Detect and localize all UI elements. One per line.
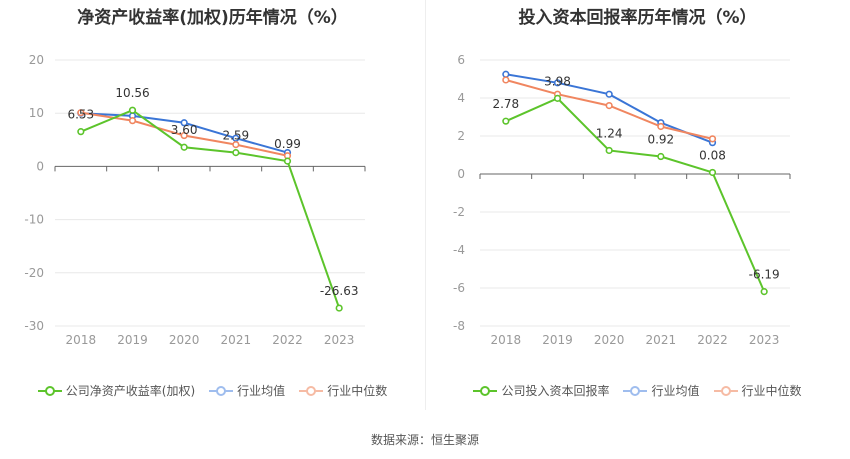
data-point-industry-median[interactable]	[128, 117, 137, 125]
data-source-note: 数据来源：恒生聚源	[370, 433, 479, 447]
roic-chart-panel: 投入资本回报率历年情况（%） 6 4 2 0 -2 -4 -6 -8 2018 2019 2020 2…	[425, 0, 850, 410]
data-label: -6.19	[749, 268, 780, 282]
legend-industry-avg[interactable]: 行业均值	[209, 382, 285, 399]
legend-median-line-icon	[299, 385, 324, 396]
data-point-company[interactable]	[553, 94, 562, 102]
x-tick-label: 2022	[272, 333, 303, 347]
data-point-industry-avg[interactable]	[605, 90, 613, 98]
data-label: 3.98	[544, 74, 571, 88]
legend-industry-median[interactable]: 行业中位数	[713, 382, 802, 399]
legend-median-label: 行业中位数	[741, 384, 802, 398]
data-point-company[interactable]	[180, 143, 188, 151]
data-point-industry-median[interactable]	[232, 140, 240, 149]
x-tick-label: 2022	[697, 333, 728, 347]
data-point-company[interactable]	[283, 157, 292, 165]
data-label: 1.24	[596, 126, 623, 140]
legend-company-label: 公司净资产收益率(加权)	[65, 384, 196, 398]
x-tick-label: 2021	[221, 333, 252, 347]
x-tick-label: 2023	[324, 333, 355, 347]
data-point-industry-median[interactable]	[180, 131, 188, 140]
data-point-company[interactable]	[77, 128, 85, 136]
y-tick-label: -20	[24, 266, 44, 280]
legend-company-roic[interactable]: 公司投入资本回报率	[473, 382, 609, 399]
roic-chart-title: 投入资本回报率历年情况（%）	[518, 8, 757, 28]
data-point-industry-median[interactable]	[77, 109, 85, 117]
data-point-company[interactable]	[760, 288, 768, 296]
data-point-industry-avg[interactable]	[553, 79, 562, 87]
x-tick-label: 2023	[749, 333, 780, 347]
legend-company-label: 公司投入资本回报率	[501, 384, 610, 398]
y-tick-label: -30	[24, 319, 44, 333]
data-label: 0.08	[699, 148, 726, 162]
x-tick-label: 2019	[542, 333, 573, 347]
data-label: 2.78	[492, 97, 519, 111]
data-point-industry-avg[interactable]	[180, 119, 188, 127]
legend-industry-median[interactable]: 行业中位数	[299, 382, 387, 399]
x-tick-label: 2018	[491, 333, 522, 347]
series-line-company	[80, 109, 341, 309]
data-label: 2.59	[222, 129, 249, 143]
data-point-company[interactable]	[128, 106, 137, 114]
panel-divider	[425, 0, 426, 410]
x-tick-label: 2018	[66, 333, 97, 347]
x-tick-label: 2020	[169, 333, 200, 347]
roe-chart-legend: 公司净资产收益率(加权) 行业均值 行业中位数	[0, 382, 425, 399]
y-tick-label: 2	[457, 129, 465, 143]
y-tick-label: 0	[457, 167, 465, 181]
data-point-industry-median[interactable]	[708, 135, 717, 143]
x-tick-label: 2020	[594, 333, 625, 347]
data-label: 0.99	[274, 137, 301, 151]
y-tick-label: 0	[36, 159, 44, 173]
legend-median-line-icon	[713, 385, 738, 396]
data-point-industry-median[interactable]	[502, 76, 510, 84]
data-point-company[interactable]	[657, 152, 665, 161]
y-tick-label: 20	[29, 53, 44, 67]
legend-company-roe[interactable]: 公司净资产收益率(加权)	[37, 382, 196, 399]
roe-chart-title: 净资产收益率(加权)历年情况（%）	[77, 8, 348, 28]
legend-avg-label: 行业均值	[651, 384, 700, 398]
data-label: -26.63	[320, 284, 359, 298]
data-point-company[interactable]	[605, 146, 613, 155]
x-tick-label: 2021	[646, 333, 677, 347]
y-tick-label: -6	[453, 281, 465, 295]
data-point-industry-median[interactable]	[657, 122, 665, 131]
data-point-company[interactable]	[502, 117, 510, 125]
roe-chart-panel: 净资产收益率(加权)历年情况（%） 20 10 0 -10 -20 -30 2018 2019…	[0, 0, 425, 410]
legend-avg-line-icon	[623, 385, 648, 396]
data-label: 10.56	[115, 86, 149, 100]
y-tick-label: -8	[453, 319, 465, 333]
data-label: 3.60	[171, 123, 198, 137]
data-point-company[interactable]	[232, 149, 240, 157]
data-point-industry-avg[interactable]	[502, 70, 510, 78]
series-line-company	[505, 97, 766, 293]
y-tick-label: -4	[453, 243, 465, 257]
data-label: 0.92	[647, 133, 674, 147]
legend-company-line-icon	[473, 385, 498, 396]
data-point-company[interactable]	[335, 304, 343, 312]
legend-avg-line-icon	[209, 385, 234, 396]
data-point-industry-median[interactable]	[605, 101, 613, 110]
legend-avg-label: 行业均值	[237, 384, 286, 398]
legend-median-label: 行业中位数	[327, 384, 388, 398]
y-tick-label: -10	[24, 213, 44, 227]
roe-line-chart: 20 10 0 -10 -20 -30 2018 2019 2020 2021 2022 2023 6.…	[24, 53, 366, 347]
legend-company-line-icon	[37, 385, 62, 396]
roic-chart-legend: 公司投入资本回报率 行业均值 行业中位数	[425, 382, 850, 399]
roic-line-chart: 6 4 2 0 -2 -4 -6 -8 2018 2019 2020 2021 2022 2023 2.78…	[453, 53, 791, 347]
data-point-company[interactable]	[708, 168, 717, 177]
y-tick-label: 6	[457, 53, 465, 67]
y-tick-label: -2	[453, 205, 465, 219]
y-tick-label: 10	[29, 106, 44, 120]
data-label: 6.53	[67, 108, 94, 122]
y-tick-label: 4	[457, 91, 465, 105]
x-tick-label: 2019	[117, 333, 148, 347]
legend-industry-avg[interactable]: 行业均值	[623, 382, 700, 399]
